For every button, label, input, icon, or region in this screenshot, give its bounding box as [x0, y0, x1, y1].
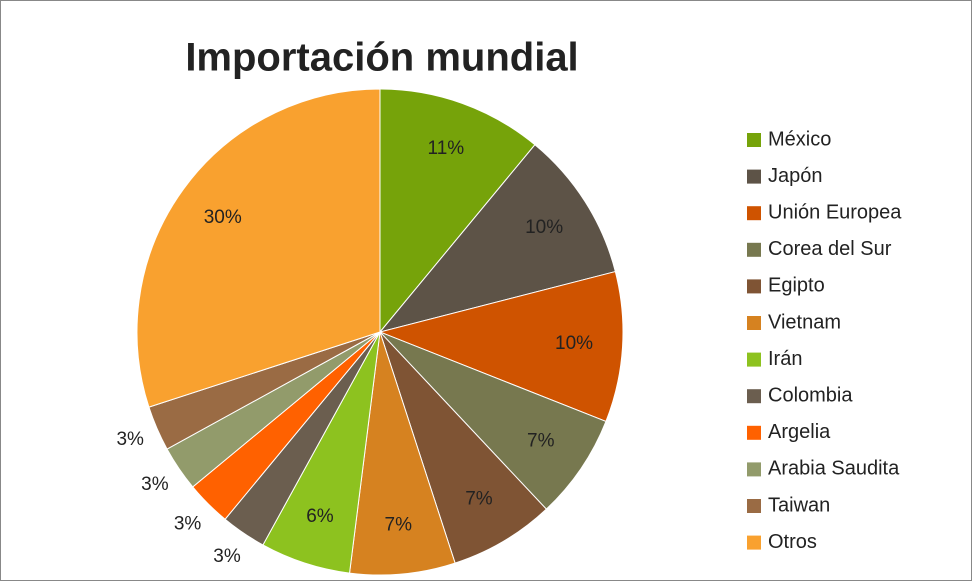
data-label: 3%: [141, 474, 169, 495]
data-label: 3%: [116, 429, 144, 450]
pie-slice: [379, 331, 607, 510]
data-label: 7%: [385, 515, 413, 536]
pie-slice: [378, 270, 624, 423]
data-label: 3%: [213, 546, 241, 567]
legend-label: Vietnam: [768, 311, 841, 333]
legend-label: Colombia: [768, 384, 853, 406]
data-label: 10%: [525, 217, 563, 238]
legend-label: Corea del Sur: [768, 238, 892, 260]
legend-swatch: [747, 352, 761, 367]
legend-swatch: [747, 462, 761, 477]
legend-swatch: [747, 133, 761, 147]
legend-swatch: [747, 169, 761, 184]
pie-slice: [379, 331, 548, 564]
legend-label: Japón: [768, 165, 823, 187]
data-label: 3%: [174, 513, 202, 534]
legend-swatch: [747, 499, 761, 513]
pie-slice: [379, 88, 536, 334]
legend-label: Arabia Saudita: [768, 458, 900, 480]
legend-swatch: [747, 316, 761, 330]
legend-swatch: [747, 242, 761, 257]
legend-label: Otros: [768, 531, 817, 553]
legend-label: Unión Europea: [768, 201, 902, 223]
legend-swatch: [747, 279, 761, 294]
data-label: 6%: [306, 506, 334, 527]
pie-slice: [136, 88, 381, 408]
legend-swatch: [747, 206, 761, 221]
legend-label: México: [768, 128, 831, 150]
data-label: 7%: [527, 430, 555, 451]
data-label: 10%: [555, 333, 593, 354]
data-label: 11%: [428, 138, 465, 159]
pie-slice: [378, 144, 616, 333]
data-label: 30%: [204, 207, 242, 228]
legend-label: Taiwan: [768, 494, 830, 516]
legend-label: Irán: [768, 348, 802, 370]
legend-label: Argelia: [768, 421, 831, 443]
chart-title: Importación mundial: [185, 36, 578, 80]
legend-swatch: [747, 389, 761, 404]
pie-slice: [348, 331, 456, 576]
legend-label: Egipto: [768, 275, 825, 297]
data-label: 7%: [465, 488, 493, 509]
legend-swatch: [747, 425, 761, 440]
legend-swatch: [747, 535, 761, 550]
